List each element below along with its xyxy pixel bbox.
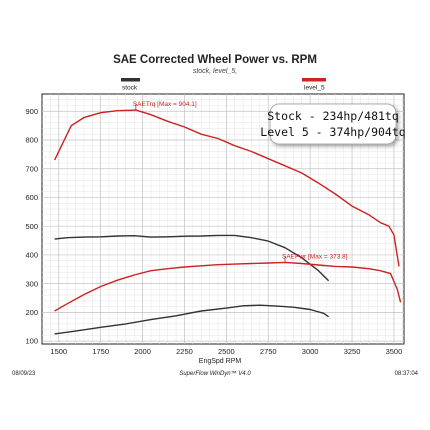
y-tick-label: 500 [25, 222, 38, 231]
series-line-level-5-power [54, 261, 402, 312]
legend: stock level_5 [121, 78, 326, 92]
footer-date: 08/09/23 [12, 371, 36, 377]
x-tick-label: 3250 [344, 347, 361, 356]
footer-software: SuperFlow WinDyn™ V4.0 [179, 370, 251, 377]
footer-time: 08:37:04 [395, 371, 419, 377]
chart-subtitle: stock, level_5, [193, 68, 237, 75]
overlay-line-stock: Stock - 234hp/481tq [267, 109, 399, 123]
legend-label-level-5: level_5 [304, 85, 325, 92]
x-axis-label: EngSpd RPM [199, 358, 242, 365]
series-line-stock-power [54, 304, 329, 335]
x-tick-label: 2500 [218, 347, 235, 356]
chart-title: SAE Corrected Wheel Power vs. RPM [113, 54, 317, 66]
y-tick-label: 900 [25, 107, 38, 116]
legend-swatch-level-5 [302, 78, 326, 82]
x-tick-label: 1500 [50, 347, 67, 356]
x-tick-label: 2000 [134, 347, 151, 356]
series-line-stock-torque [54, 234, 330, 282]
series-group [53, 109, 402, 335]
legend-label-stock: stock [122, 85, 138, 92]
y-tick-label: 700 [25, 164, 38, 173]
y-tick-label: 400 [25, 251, 38, 260]
series-line-level-5-torque [53, 109, 400, 267]
annotation-label: SAETrq [Max = 904.1] [133, 101, 197, 108]
x-tick-label: 3500 [386, 347, 403, 356]
tick-labels: 100 200 300 400 500 600 700 800 900 1500 1750 2000 2… [25, 107, 402, 356]
x-tick-label: 2250 [176, 347, 193, 356]
x-tick-label: 3000 [302, 347, 319, 356]
legend-swatch-stock [121, 78, 140, 82]
y-tick-label: 200 [25, 308, 38, 317]
x-tick-label: 2750 [260, 347, 277, 356]
y-tick-label: 800 [25, 136, 38, 145]
annotations: SAETrq [Max = 904.1] SAEPwr [Max = 373.8] [133, 101, 348, 263]
overlay-box [269, 103, 397, 145]
y-tick-label: 100 [25, 337, 38, 346]
grid [42, 94, 404, 344]
overlay-line-level-5: Level 5 - 374hp/904tq [260, 125, 405, 139]
x-tick-label: 1750 [92, 347, 109, 356]
annotation-label: SAEPwr [Max = 373.8] [282, 253, 348, 260]
y-tick-label: 300 [25, 279, 38, 288]
y-tick-label: 600 [25, 193, 38, 202]
